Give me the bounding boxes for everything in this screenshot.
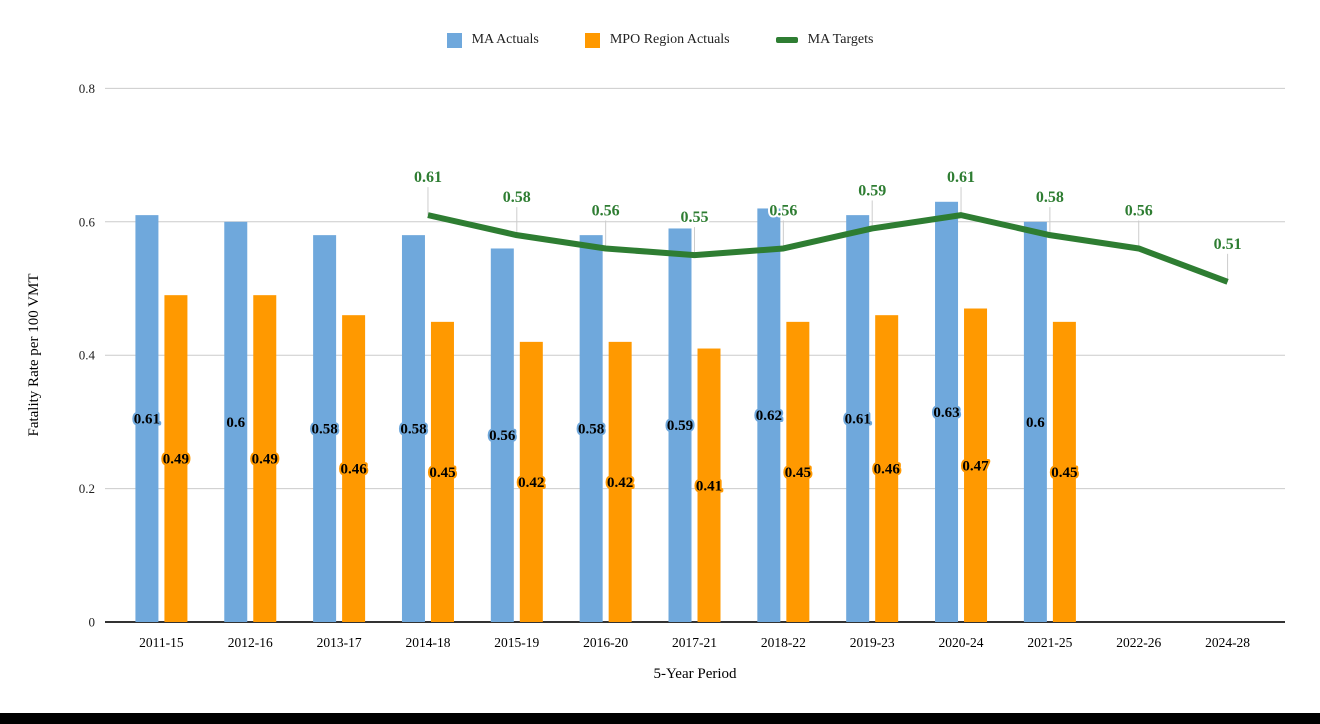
bar-mpo-region-actuals-2012-16 bbox=[253, 295, 277, 622]
mpo-region-actuals-swatch-icon bbox=[584, 32, 600, 48]
bar-ma-actuals-2018-22 bbox=[757, 208, 781, 622]
y-tick-label: 0.4 bbox=[79, 348, 96, 363]
bar-ma-actuals-2016-20 bbox=[579, 235, 603, 622]
bar-value-label: 0.6 bbox=[1026, 415, 1045, 431]
bar-mpo-region-actuals-2014-18 bbox=[430, 321, 454, 622]
x-tick-label: 2019-23 bbox=[850, 635, 895, 650]
line-value-label: 0.56 bbox=[769, 202, 797, 219]
x-tick-label: 2020-24 bbox=[939, 635, 984, 650]
bar-ma-actuals-2015-19 bbox=[490, 248, 514, 623]
bar-value-label: 0.45 bbox=[429, 465, 455, 481]
line-value-label: 0.61 bbox=[947, 169, 975, 186]
line-value-label: 0.59 bbox=[858, 182, 886, 199]
bar-ma-actuals-2013-17 bbox=[313, 235, 337, 622]
legend-item-ma-actuals: MA Actuals bbox=[446, 32, 539, 48]
bar-value-label: 0.46 bbox=[340, 462, 367, 478]
bar-value-label: 0.47 bbox=[962, 458, 989, 474]
bar-value-label: 0.46 bbox=[874, 462, 901, 478]
line-value-label: 0.56 bbox=[1125, 202, 1153, 219]
bar-value-label: 0.58 bbox=[311, 422, 337, 438]
line-value-label: 0.61 bbox=[414, 169, 442, 186]
line-value-label: 0.58 bbox=[1036, 189, 1064, 206]
line-value-label: 0.58 bbox=[503, 189, 531, 206]
bar-value-label: 0.49 bbox=[252, 452, 278, 468]
x-tick-label: 2022-26 bbox=[1116, 635, 1161, 650]
legend: MA Actuals MPO Region Actuals MA Targets bbox=[0, 32, 1320, 48]
x-tick-label: 2013-17 bbox=[317, 635, 362, 650]
bar-value-label: 0.42 bbox=[607, 475, 633, 491]
bar-mpo-region-actuals-2019-23 bbox=[875, 315, 899, 622]
legend-item-mpo-region-actuals: MPO Region Actuals bbox=[584, 32, 730, 48]
y-tick-label: 0.2 bbox=[79, 481, 95, 496]
legend-label-ma-actuals: MA Actuals bbox=[471, 32, 539, 47]
bar-value-label: 0.41 bbox=[696, 478, 722, 494]
x-axis-title: 5-Year Period bbox=[653, 666, 737, 682]
legend-label-mpo-region-actuals: MPO Region Actuals bbox=[609, 32, 730, 47]
legend-item-ma-targets: MA Targets bbox=[775, 32, 874, 48]
x-tick-label: 2011-15 bbox=[139, 635, 184, 650]
bar-value-label: 0.62 bbox=[756, 408, 782, 424]
line-value-label: 0.51 bbox=[1214, 236, 1242, 253]
legend-label-ma-targets: MA Targets bbox=[807, 32, 874, 47]
bar-value-label: 0.56 bbox=[489, 428, 516, 444]
bar-mpo-region-actuals-2020-24 bbox=[964, 308, 988, 622]
bar-ma-actuals-2011-15 bbox=[135, 215, 159, 622]
bar-mpo-region-actuals-2013-17 bbox=[342, 315, 366, 622]
y-tick-label: 0.8 bbox=[79, 81, 95, 96]
bar-mpo-region-actuals-2021-25 bbox=[1052, 321, 1076, 622]
bar-ma-actuals-2019-23 bbox=[846, 215, 870, 622]
x-tick-label: 2024-28 bbox=[1205, 635, 1250, 650]
bar-mpo-region-actuals-2015-19 bbox=[519, 341, 543, 622]
line-value-label: 0.56 bbox=[592, 202, 620, 219]
y-tick-label: 0.6 bbox=[79, 214, 96, 229]
x-tick-label: 2015-19 bbox=[494, 635, 539, 650]
bar-mpo-region-actuals-2018-22 bbox=[786, 321, 810, 622]
line-value-label: 0.55 bbox=[681, 209, 709, 226]
x-tick-label: 2021-25 bbox=[1027, 635, 1072, 650]
ma-targets-swatch-icon bbox=[775, 37, 798, 43]
ma-actuals-swatch-icon bbox=[446, 32, 462, 48]
bar-value-label: 0.45 bbox=[1051, 465, 1077, 481]
x-tick-label: 2018-22 bbox=[761, 635, 806, 650]
bar-value-label: 0.61 bbox=[134, 412, 160, 428]
ma-targets-line bbox=[427, 212, 1229, 285]
bar-mpo-region-actuals-2016-20 bbox=[608, 341, 632, 622]
bottom-black-bar bbox=[0, 713, 1320, 724]
bar-value-label: 0.45 bbox=[785, 465, 811, 481]
x-tick-label: 2012-16 bbox=[228, 635, 273, 650]
bar-mpo-region-actuals-2017-21 bbox=[697, 348, 721, 622]
bar-mpo-region-actuals-2011-15 bbox=[164, 295, 188, 622]
bar-value-label: 0.58 bbox=[578, 422, 604, 438]
bar-value-label: 0.42 bbox=[518, 475, 544, 491]
bar-ma-actuals-2012-16 bbox=[224, 221, 248, 623]
y-tick-label: 0 bbox=[89, 615, 96, 630]
bar-value-label: 0.49 bbox=[163, 452, 189, 468]
x-tick-label: 2016-20 bbox=[583, 635, 628, 650]
x-tick-label: 2017-21 bbox=[672, 635, 717, 650]
bar-ma-actuals-2021-25 bbox=[1023, 221, 1047, 623]
bar-value-label: 0.6 bbox=[226, 415, 245, 431]
y-axis-title: Fatality Rate per 100 VMT bbox=[26, 273, 42, 436]
bar-value-label: 0.61 bbox=[845, 412, 871, 428]
bar-ma-actuals-2014-18 bbox=[401, 235, 425, 622]
bar-value-label: 0.59 bbox=[667, 418, 693, 434]
bar-ma-actuals-2020-24 bbox=[935, 201, 959, 623]
x-tick-label: 2014-18 bbox=[405, 635, 450, 650]
bar-ma-actuals-2017-21 bbox=[668, 228, 692, 622]
bar-value-label: 0.63 bbox=[933, 405, 959, 421]
bar-value-label: 0.58 bbox=[400, 422, 426, 438]
